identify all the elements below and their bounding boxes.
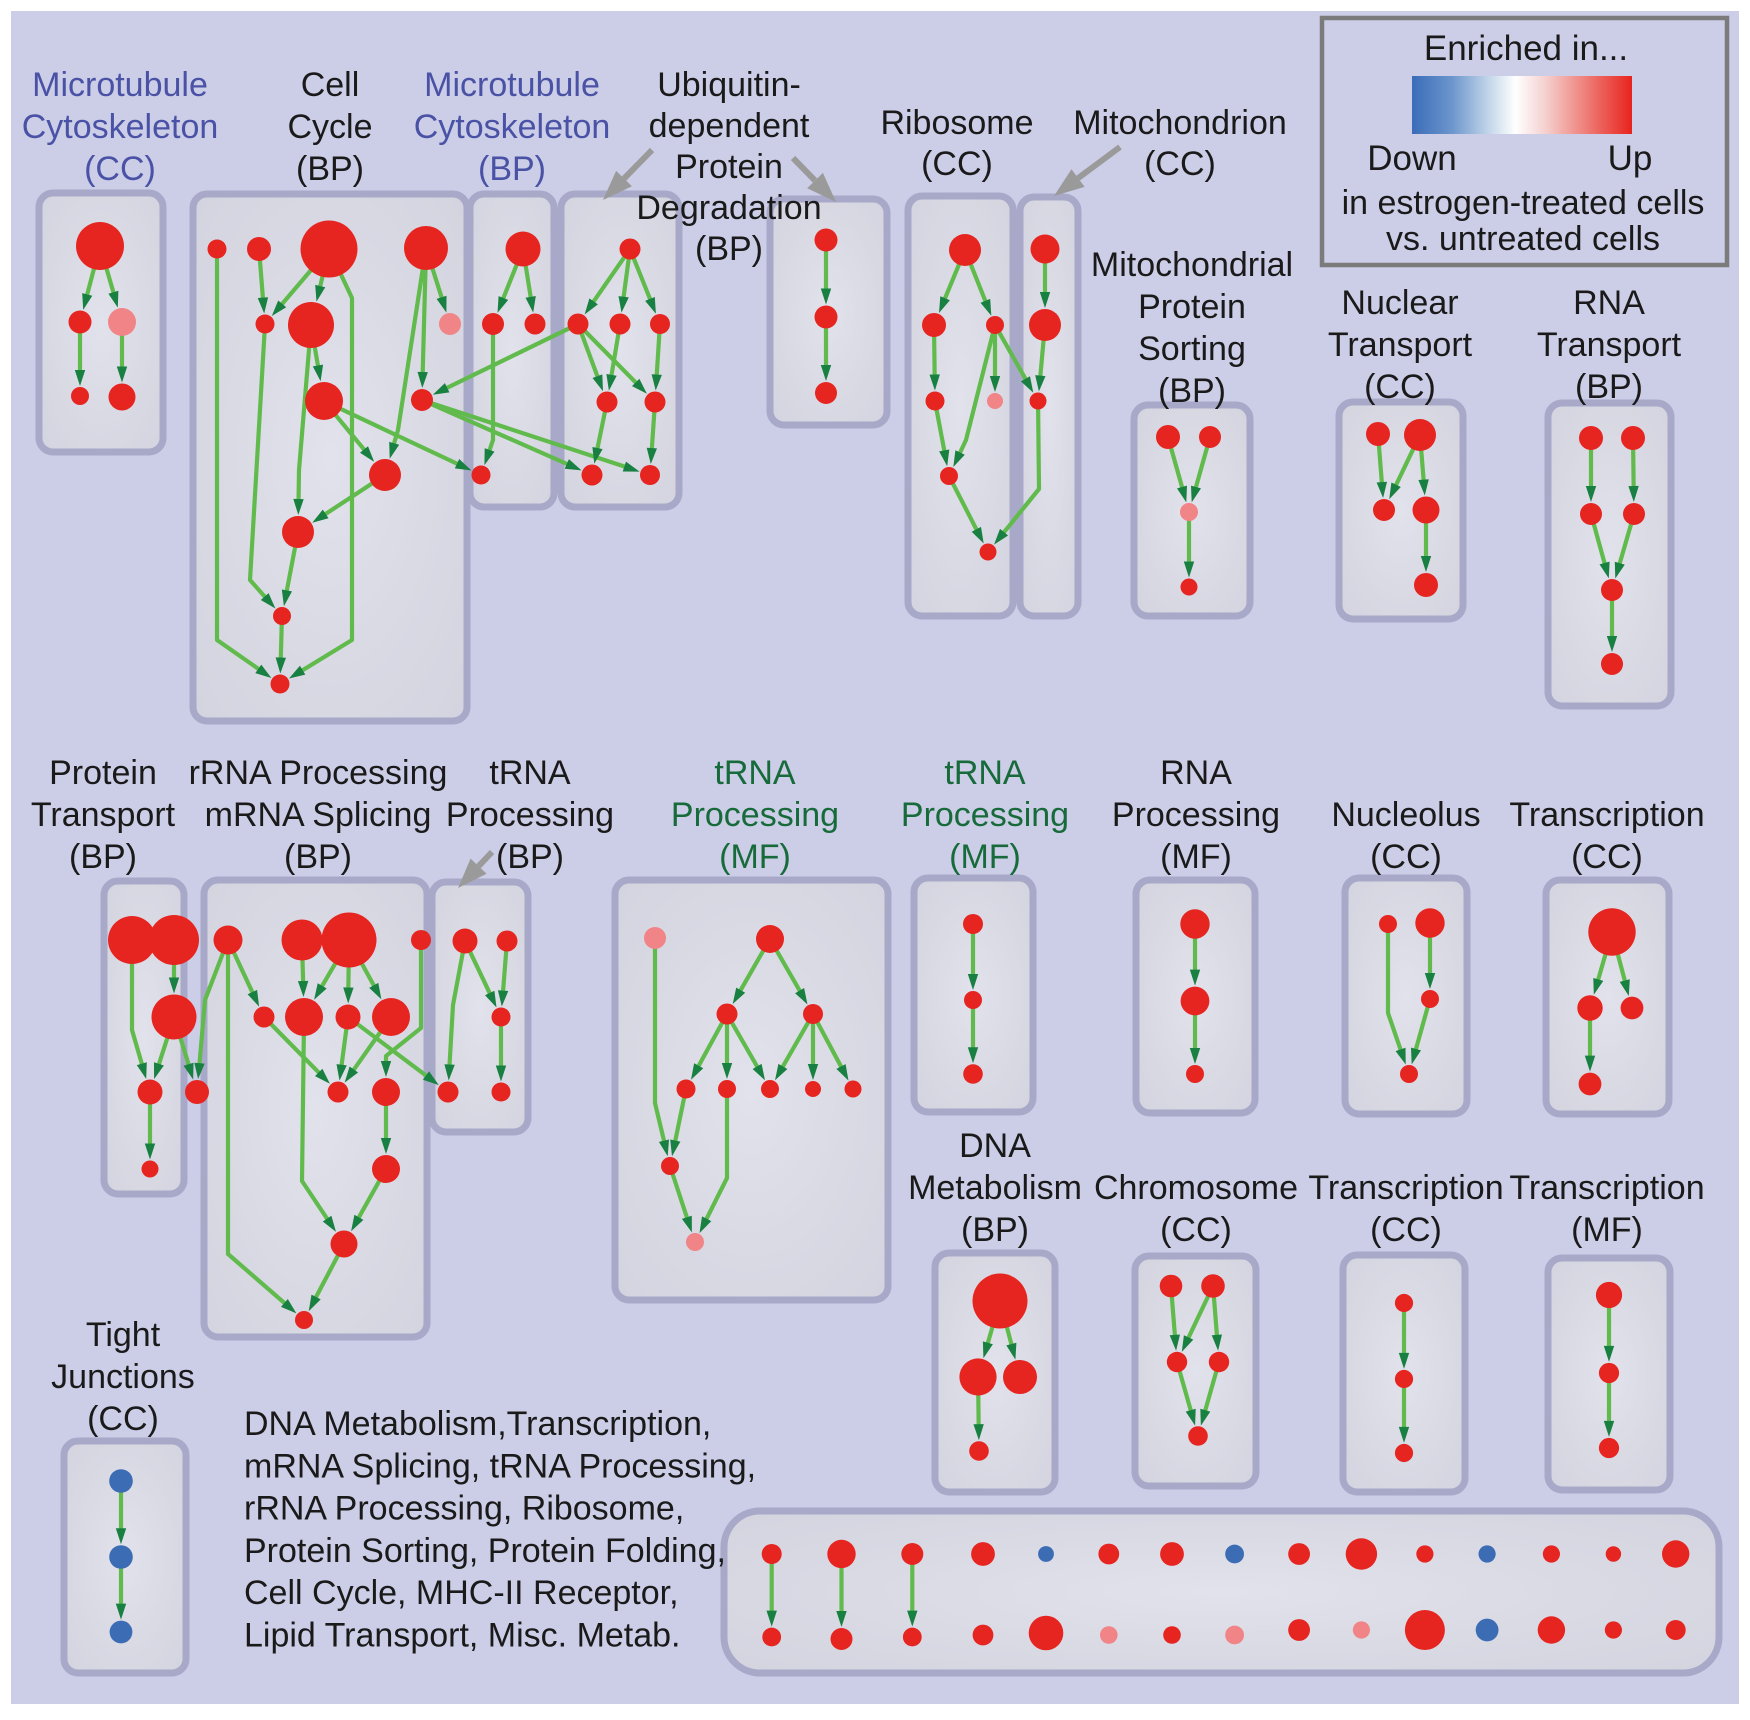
svg-text:tRNA: tRNA: [714, 754, 796, 792]
svg-text:tRNA: tRNA: [489, 754, 571, 792]
svg-text:Up: Up: [1608, 139, 1653, 178]
svg-text:Lipid Transport, Misc. Metab.: Lipid Transport, Misc. Metab.: [244, 1617, 681, 1655]
svg-text:(BP): (BP): [478, 150, 546, 188]
svg-text:(BP): (BP): [1158, 372, 1226, 410]
svg-text:Tight: Tight: [86, 1316, 161, 1354]
svg-text:(BP): (BP): [296, 150, 364, 188]
svg-text:RNA: RNA: [1573, 284, 1645, 322]
svg-text:(MF): (MF): [949, 838, 1021, 876]
svg-text:Sorting: Sorting: [1138, 330, 1246, 368]
svg-text:Enriched in...: Enriched in...: [1424, 29, 1628, 68]
svg-text:Processing: Processing: [671, 796, 839, 834]
svg-text:mRNA Splicing, tRNA Processing: mRNA Splicing, tRNA Processing,: [244, 1447, 756, 1485]
svg-text:Mitochondrial: Mitochondrial: [1091, 246, 1293, 284]
svg-text:(CC): (CC): [1364, 368, 1436, 406]
svg-text:DNA Metabolism,Transcription,: DNA Metabolism,Transcription,: [244, 1405, 711, 1443]
svg-text:Metabolism: Metabolism: [908, 1169, 1082, 1207]
svg-text:(MF): (MF): [719, 838, 791, 876]
svg-text:DNA: DNA: [959, 1127, 1031, 1165]
svg-text:Microtubule: Microtubule: [424, 66, 600, 104]
svg-text:Cytoskeleton: Cytoskeleton: [22, 108, 219, 146]
svg-text:Transcription: Transcription: [1509, 796, 1704, 834]
svg-text:(CC): (CC): [1370, 1211, 1442, 1249]
svg-text:Transport: Transport: [31, 796, 176, 834]
svg-text:tRNA: tRNA: [944, 754, 1026, 792]
svg-text:(CC): (CC): [1144, 145, 1216, 183]
svg-text:Chromosome: Chromosome: [1094, 1169, 1298, 1207]
svg-text:RNA: RNA: [1160, 754, 1232, 792]
svg-text:(CC): (CC): [1160, 1211, 1232, 1249]
svg-text:Transport: Transport: [1537, 326, 1682, 364]
svg-text:Cell Cycle, MHC-II Receptor,: Cell Cycle, MHC-II Receptor,: [244, 1574, 679, 1612]
svg-text:Cell: Cell: [301, 66, 360, 104]
svg-text:(CC): (CC): [87, 1400, 159, 1438]
svg-text:(MF): (MF): [1160, 838, 1232, 876]
svg-text:rRNA Processing: rRNA Processing: [189, 754, 448, 792]
svg-text:Ribosome: Ribosome: [880, 104, 1033, 142]
svg-text:(BP): (BP): [69, 838, 137, 876]
svg-text:Protein: Protein: [49, 754, 157, 792]
svg-text:Microtubule: Microtubule: [32, 66, 208, 104]
svg-text:Cytoskeleton: Cytoskeleton: [414, 108, 611, 146]
svg-text:Processing: Processing: [1112, 796, 1280, 834]
svg-text:(MF): (MF): [1571, 1211, 1643, 1249]
svg-text:mRNA Splicing: mRNA Splicing: [205, 796, 432, 834]
svg-text:(BP): (BP): [496, 838, 564, 876]
svg-text:Transcription: Transcription: [1509, 1169, 1704, 1207]
svg-text:(CC): (CC): [1370, 838, 1442, 876]
svg-text:Ubiquitin-: Ubiquitin-: [657, 66, 801, 104]
svg-text:Processing: Processing: [446, 796, 614, 834]
svg-text:(CC): (CC): [921, 145, 993, 183]
svg-text:(BP): (BP): [1575, 368, 1643, 406]
svg-text:in estrogen-treated cells: in estrogen-treated cells: [1342, 184, 1705, 222]
svg-text:(BP): (BP): [284, 838, 352, 876]
svg-text:rRNA Processing, Ribosome,: rRNA Processing, Ribosome,: [244, 1490, 684, 1528]
svg-text:Cycle: Cycle: [287, 108, 372, 146]
svg-text:vs. untreated cells: vs. untreated cells: [1386, 220, 1660, 258]
svg-text:(CC): (CC): [1571, 838, 1643, 876]
svg-text:Protein: Protein: [675, 148, 783, 186]
svg-text:Down: Down: [1367, 139, 1456, 178]
svg-text:Transcription: Transcription: [1308, 1169, 1503, 1207]
svg-text:(CC): (CC): [84, 150, 156, 188]
svg-text:Mitochondrion: Mitochondrion: [1073, 104, 1287, 142]
svg-text:dependent: dependent: [649, 107, 810, 145]
svg-text:Nucleolus: Nucleolus: [1331, 796, 1480, 834]
svg-text:Protein Sorting, Protein Foldi: Protein Sorting, Protein Folding,: [244, 1532, 726, 1570]
svg-text:Junctions: Junctions: [51, 1358, 195, 1396]
svg-text:Processing: Processing: [901, 796, 1069, 834]
svg-text:Protein: Protein: [1138, 288, 1246, 326]
svg-text:(BP): (BP): [961, 1211, 1029, 1249]
svg-text:Transport: Transport: [1328, 326, 1473, 364]
svg-text:Nuclear: Nuclear: [1341, 284, 1458, 322]
svg-text:(BP): (BP): [695, 230, 763, 268]
svg-text:Degradation: Degradation: [636, 189, 821, 227]
